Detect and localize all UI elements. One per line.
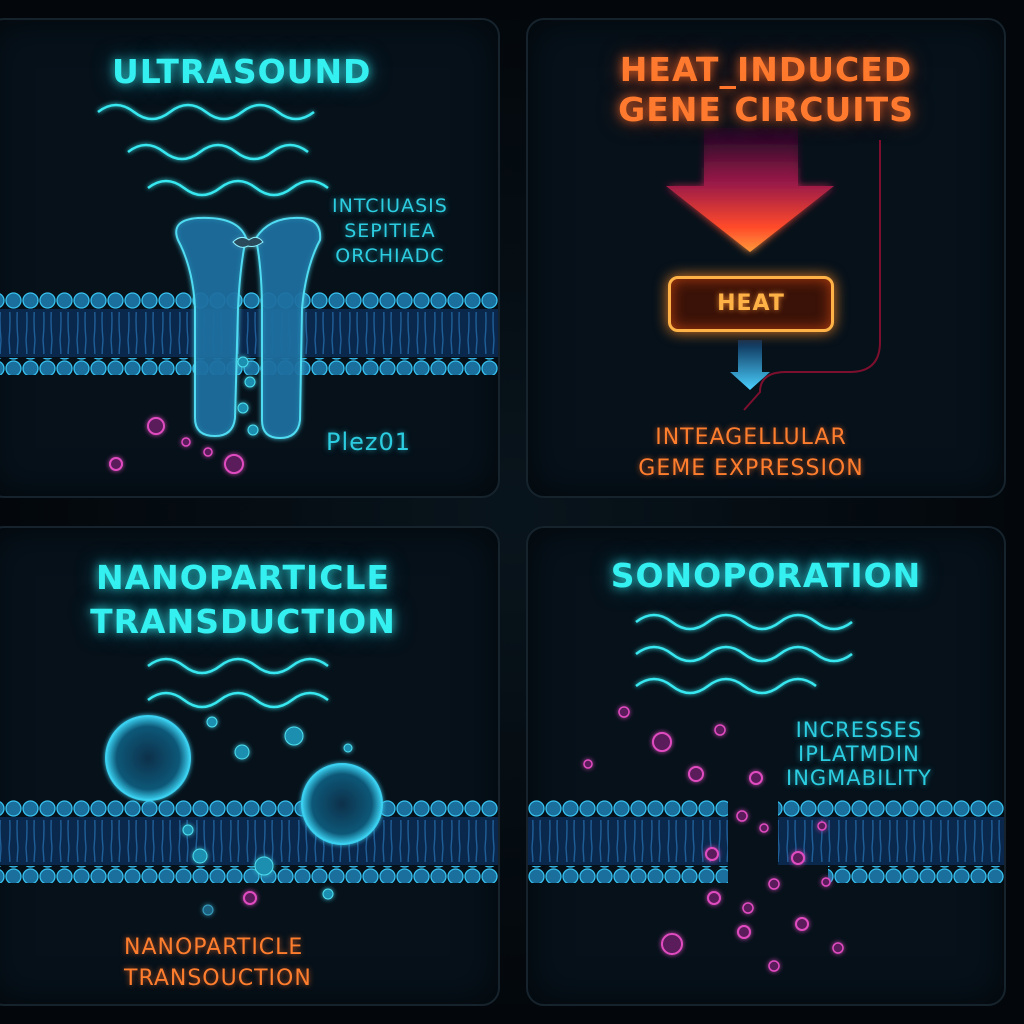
feedback-line xyxy=(743,140,881,411)
nanoparticle-caption-line2: TRANSOUCTION xyxy=(124,966,312,991)
sonoporation-particles xyxy=(583,706,844,972)
membrane-icon xyxy=(0,800,498,883)
nanoparticle-title: NANOPARTICLE TRANSDUCTION xyxy=(0,556,498,644)
nanoparticle-title-line2: TRANSDUCTION xyxy=(90,602,396,641)
heat-title: HEAT_INDUCED GENE CIRCUITS xyxy=(528,50,1004,130)
channel-label: Plez01 xyxy=(326,428,412,456)
nanoparticle-caption-line1: NANOPARTICLE xyxy=(124,935,304,960)
nanoparticle-title-line1: NANOPARTICLE xyxy=(95,558,391,597)
ultrasound-wave-icon xyxy=(147,657,329,709)
membrane-icon xyxy=(528,800,1004,883)
heat-illustration xyxy=(666,128,881,411)
ultrasound-annotation: INTCIUASIS SEPITIEA ORCHIADC xyxy=(332,194,448,269)
nanoparticle-caption: NANOPARTICLE TRANSOUCTION xyxy=(124,932,312,994)
heat-caption: INTEAGELLULAR GEME EXPRESSION xyxy=(528,422,974,484)
ion-particles xyxy=(109,356,259,474)
sonoporation-illustration xyxy=(528,613,1004,972)
small-down-arrow-icon xyxy=(730,340,770,390)
panel-ultrasound: ULTRASOUND INTCIUASIS SEPITIEA ORCHIADC … xyxy=(0,18,500,498)
heat-title-line1: HEAT_INDUCED xyxy=(619,50,913,89)
ultrasound-wave-icon xyxy=(635,613,853,695)
ion-channel-icon xyxy=(175,216,322,440)
annotation-line: INCRESSES xyxy=(795,718,923,742)
heat-title-line2: GENE CIRCUITS xyxy=(618,90,914,129)
panel-sonoporation: SONOPORATION INCRESSES IPLATMDIN INGMABI… xyxy=(526,526,1006,1006)
membrane-icon xyxy=(0,292,498,375)
heat-box: HEAT xyxy=(668,276,834,332)
panel-heat-gene-circuits: HEAT_INDUCED GENE CIRCUITS HEAT INTEAGEL… xyxy=(526,18,1006,498)
ultrasound-title: ULTRASOUND xyxy=(112,52,372,91)
annotation-line: INTCIUASIS xyxy=(332,195,448,217)
nanoparticle-illustration xyxy=(0,657,498,916)
ultrasound-illustration xyxy=(0,103,498,474)
down-arrow-icon xyxy=(666,128,834,252)
annotation-line: INGMABILITY xyxy=(786,766,932,790)
annotation-line: ORCHIADC xyxy=(335,245,445,267)
sonoporation-annotation: INCRESSES IPLATMDIN INGMABILITY xyxy=(786,718,932,790)
panel-nanoparticle: NANOPARTICLE TRANSDUCTION NANOPARTICLE T… xyxy=(0,526,500,1006)
heat-caption-line2: GEME EXPRESSION xyxy=(638,456,864,481)
nanoparticle-icon xyxy=(105,715,383,845)
annotation-line: IPLATMDIN xyxy=(798,742,920,766)
annotation-line: SEPITIEA xyxy=(344,220,436,242)
ultrasound-wave-icon xyxy=(97,103,329,197)
heat-caption-line1: INTEAGELLULAR xyxy=(655,425,847,450)
sonoporation-title: SONOPORATION xyxy=(610,556,922,595)
nanoparticle-particles xyxy=(182,716,353,916)
